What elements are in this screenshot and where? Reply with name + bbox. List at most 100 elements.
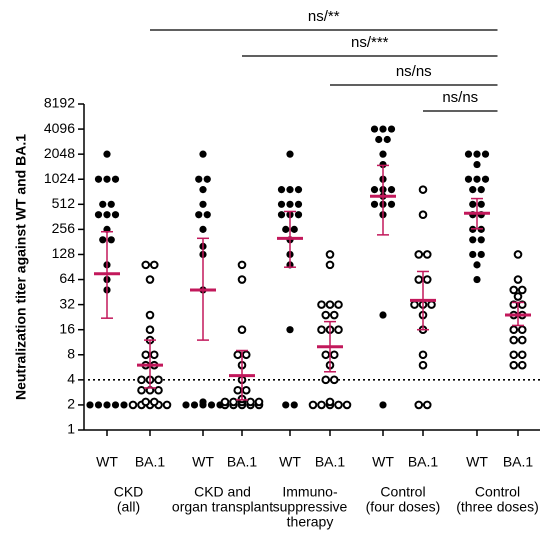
x-tick-label: BA.1	[408, 454, 439, 470]
data-point	[237, 275, 247, 284]
data-point	[154, 385, 163, 395]
data-point	[86, 401, 94, 409]
data-point	[317, 325, 326, 334]
data-point	[207, 401, 216, 409]
group-label: Immuno-	[282, 484, 338, 500]
data-point	[286, 326, 294, 334]
data-point	[154, 375, 163, 385]
data-point	[145, 275, 155, 284]
data-point	[517, 360, 527, 370]
data-point	[195, 211, 203, 219]
data-point	[517, 335, 527, 345]
data-point	[469, 250, 477, 259]
data-point	[286, 186, 294, 194]
data-point	[145, 325, 155, 334]
x-tick-label: WT	[279, 454, 301, 470]
data-point	[509, 285, 519, 295]
data-point	[387, 186, 396, 194]
data-point	[233, 385, 243, 395]
data-point	[321, 310, 331, 320]
data-point	[254, 397, 264, 407]
data-point	[370, 200, 379, 208]
data-point	[103, 175, 111, 183]
bracket-label: ns/**	[308, 8, 340, 25]
data-point	[464, 175, 473, 183]
data-point	[241, 385, 251, 395]
data-point	[308, 400, 318, 410]
data-point	[99, 200, 107, 208]
data-point	[290, 401, 298, 409]
x-tick-label: WT	[466, 454, 488, 470]
data-point	[141, 397, 151, 407]
data-point	[103, 211, 111, 219]
data-point	[237, 325, 247, 334]
data-point	[137, 385, 146, 395]
data-point	[103, 401, 111, 409]
data-point	[111, 175, 120, 183]
data-point	[321, 375, 331, 385]
data-point	[379, 311, 387, 319]
data-point	[325, 397, 335, 407]
data-point	[329, 350, 339, 360]
data-point	[190, 401, 199, 409]
y-tick-label: 1024	[44, 170, 75, 186]
data-point	[481, 175, 490, 183]
data-point	[469, 186, 477, 194]
data-point	[325, 300, 335, 309]
group-label: CKD	[114, 484, 144, 500]
data-point	[427, 300, 436, 309]
data-point	[325, 260, 335, 270]
data-point	[99, 236, 107, 244]
data-point	[513, 275, 523, 284]
data-point	[469, 236, 477, 244]
data-point	[141, 260, 151, 270]
group-label: (three doses)	[456, 499, 538, 515]
x-tick-label: WT	[96, 454, 118, 470]
x-tick-label: BA.1	[227, 454, 258, 470]
data-point	[473, 150, 481, 158]
x-tick-label: WT	[192, 454, 214, 470]
data-point	[145, 310, 155, 320]
y-tick-label: 1	[67, 421, 75, 437]
y-tick-label: 64	[59, 270, 75, 286]
data-point	[199, 225, 207, 233]
data-point	[94, 401, 103, 409]
data-point	[120, 401, 128, 409]
data-point	[418, 360, 428, 370]
data-point	[473, 160, 481, 169]
data-point	[241, 350, 251, 360]
data-point	[111, 211, 120, 219]
data-point	[294, 186, 303, 194]
data-point	[509, 360, 519, 370]
data-point	[286, 200, 294, 208]
data-point	[473, 261, 481, 269]
y-tick-label: 8	[67, 345, 75, 361]
data-point	[229, 397, 238, 407]
data-point	[334, 300, 343, 309]
group-label: (four doses)	[366, 499, 441, 515]
group-label: Control	[475, 484, 520, 500]
data-point	[137, 375, 146, 385]
data-point	[414, 275, 424, 284]
data-point	[277, 186, 286, 194]
data-point	[325, 250, 335, 259]
data-point	[379, 401, 387, 409]
data-point	[282, 401, 290, 409]
data-point	[94, 211, 103, 219]
data-point	[517, 325, 527, 334]
data-point	[294, 211, 303, 219]
data-point	[473, 275, 481, 284]
data-point	[387, 200, 396, 208]
data-point	[290, 225, 298, 233]
data-point	[477, 236, 485, 244]
data-point	[509, 350, 519, 360]
data-point	[414, 400, 424, 410]
data-point	[111, 401, 120, 409]
y-tick-label: 512	[52, 195, 76, 211]
data-point	[277, 211, 286, 219]
data-point	[199, 200, 207, 208]
data-point	[477, 250, 485, 259]
x-tick-label: BA.1	[503, 454, 534, 470]
data-point	[149, 260, 159, 270]
data-point	[517, 350, 527, 360]
